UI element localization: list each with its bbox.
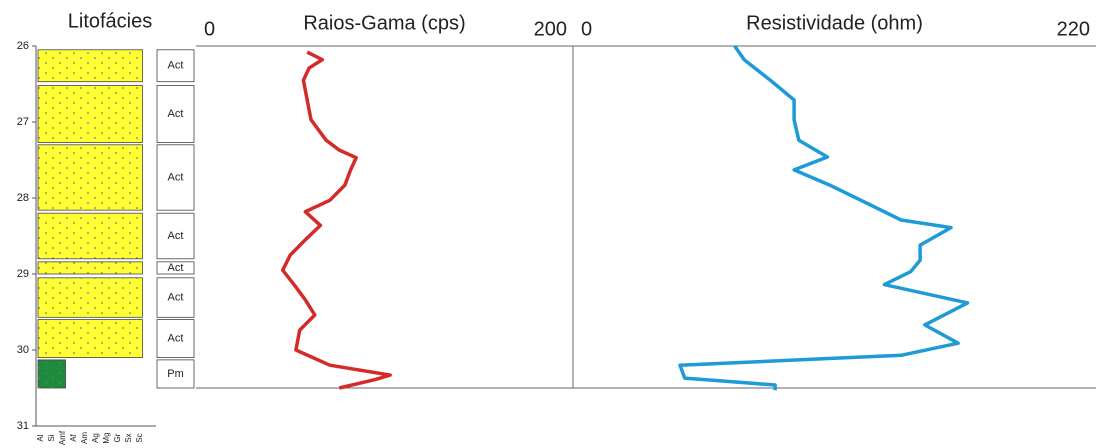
lithology-block <box>37 277 143 318</box>
facies-box <box>156 359 195 389</box>
facies-label: Act <box>168 262 184 274</box>
facies-label: Act <box>168 333 184 345</box>
y-tick-label: 26 <box>17 40 29 52</box>
y-tick-label: 27 <box>17 116 29 128</box>
facies-label: Act <box>168 230 184 242</box>
grain-size-label: Af <box>69 433 78 441</box>
grain-size-label: Gr <box>113 433 122 442</box>
grain-size-label: Sc <box>135 433 144 442</box>
lithology-block <box>37 319 143 359</box>
lithology-block <box>37 261 143 275</box>
facies-label: Act <box>168 171 184 183</box>
grain-size-label: Sx <box>124 433 133 442</box>
facies-box <box>156 212 195 260</box>
track-title: Resistividade (ohm) <box>746 12 923 34</box>
lithology-title: Litofácies <box>68 10 153 32</box>
lithology-block <box>37 212 143 260</box>
x-tick-label: 200 <box>534 18 567 40</box>
track-title: Raios-Gama (cps) <box>303 12 465 34</box>
facies-label: Act <box>168 291 184 303</box>
facies-label: Pm <box>167 368 184 380</box>
y-tick-label: 30 <box>17 344 29 356</box>
facies-box <box>156 261 195 275</box>
facies-label: Act <box>168 108 184 120</box>
log-curve <box>280 50 392 390</box>
grain-size-label: Amf <box>58 430 67 445</box>
grain-size-label: Am <box>80 432 89 444</box>
lithology-block <box>37 359 66 389</box>
grain-size-label: Al <box>36 434 45 441</box>
lithology-block <box>37 85 143 143</box>
facies-box <box>156 85 195 143</box>
facies-box <box>156 319 195 359</box>
facies-box <box>156 49 195 83</box>
y-tick-label: 31 <box>17 420 29 432</box>
lithology-block <box>37 49 143 83</box>
x-tick-label: 0 <box>204 18 215 40</box>
facies-label: Act <box>168 60 184 72</box>
x-tick-label: 220 <box>1057 18 1090 40</box>
y-tick-label: 29 <box>17 268 29 280</box>
lithology-block <box>37 144 143 211</box>
grain-size-label: Ag <box>91 433 100 443</box>
grain-size-label: Si <box>47 434 56 441</box>
x-tick-label: 0 <box>581 18 592 40</box>
y-tick-label: 28 <box>17 192 29 204</box>
facies-box <box>156 144 195 211</box>
grain-size-label: Mg <box>102 432 111 443</box>
log-curve <box>678 45 970 391</box>
facies-box <box>156 277 195 318</box>
